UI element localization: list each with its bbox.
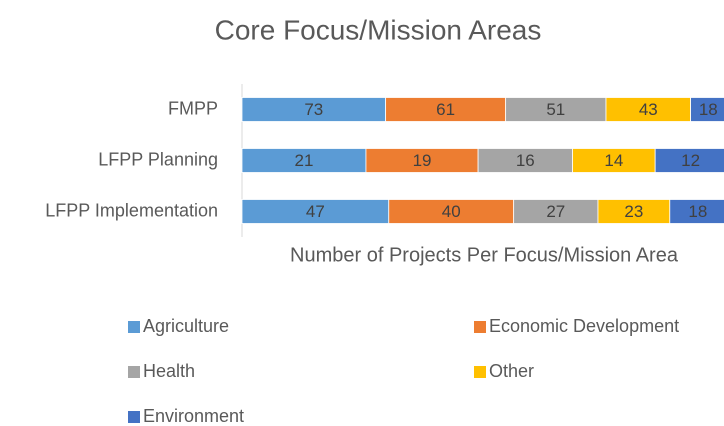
- legend-swatch: [128, 321, 140, 333]
- y-tick-label: LFPP Implementation: [45, 200, 218, 220]
- bar-segment: [477, 148, 573, 173]
- bar-segment: [690, 97, 724, 122]
- y-tick-label: FMPP: [168, 98, 218, 118]
- legend-label: Economic Development: [489, 316, 679, 336]
- bar-segment: [385, 97, 507, 122]
- data-label: 21: [295, 151, 314, 170]
- y-tick-label: LFPP Planning: [98, 149, 218, 169]
- axis-title: Number of Projects Per Focus/Mission Are…: [290, 244, 679, 266]
- data-label: 14: [604, 151, 623, 170]
- data-label: 16: [516, 151, 535, 170]
- data-label: 19: [413, 151, 432, 170]
- legend-label: Environment: [143, 406, 244, 426]
- legend-swatch: [128, 366, 140, 378]
- bar-segment: [669, 199, 724, 224]
- legend-label: Agriculture: [143, 316, 229, 336]
- legend-swatch: [474, 366, 486, 378]
- chart-title: Core Focus/Mission Areas: [215, 14, 542, 45]
- data-label: 27: [546, 202, 565, 221]
- bar-segment: [241, 199, 390, 224]
- data-label: 73: [304, 100, 323, 119]
- data-label: 12: [681, 151, 700, 170]
- data-label: 18: [699, 100, 718, 119]
- data-label: 23: [624, 202, 643, 221]
- bar-segment: [654, 148, 724, 173]
- bar-segment: [513, 199, 599, 224]
- bar-segment: [388, 199, 515, 224]
- data-label: 47: [306, 202, 325, 221]
- legend-swatch: [128, 411, 140, 423]
- legend-label: Other: [489, 361, 534, 381]
- data-label: 43: [639, 100, 658, 119]
- data-label: 61: [436, 100, 455, 119]
- legend-label: Health: [143, 361, 195, 381]
- data-label: 18: [688, 202, 707, 221]
- bar-segment: [241, 148, 367, 173]
- legend-swatch: [474, 321, 486, 333]
- data-label: 40: [442, 202, 461, 221]
- data-label: 51: [546, 100, 565, 119]
- bar-segment: [505, 97, 607, 122]
